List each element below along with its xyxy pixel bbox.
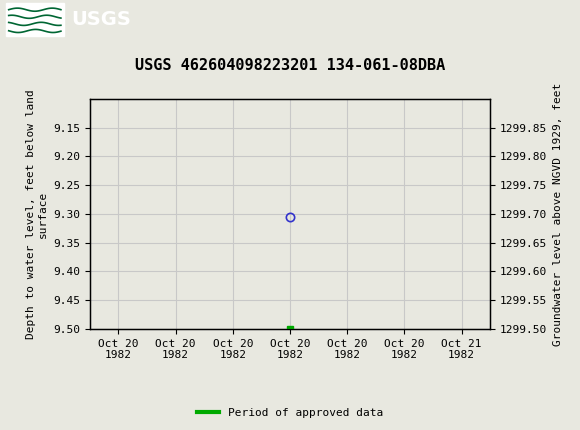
Y-axis label: Groundwater level above NGVD 1929, feet: Groundwater level above NGVD 1929, feet	[553, 82, 563, 346]
FancyBboxPatch shape	[6, 3, 64, 36]
Y-axis label: Depth to water level, feet below land
surface: Depth to water level, feet below land su…	[26, 89, 48, 339]
Text: USGS 462604098223201 134-061-08DBA: USGS 462604098223201 134-061-08DBA	[135, 58, 445, 73]
Legend: Period of approved data: Period of approved data	[193, 403, 387, 422]
Text: USGS: USGS	[71, 10, 130, 29]
